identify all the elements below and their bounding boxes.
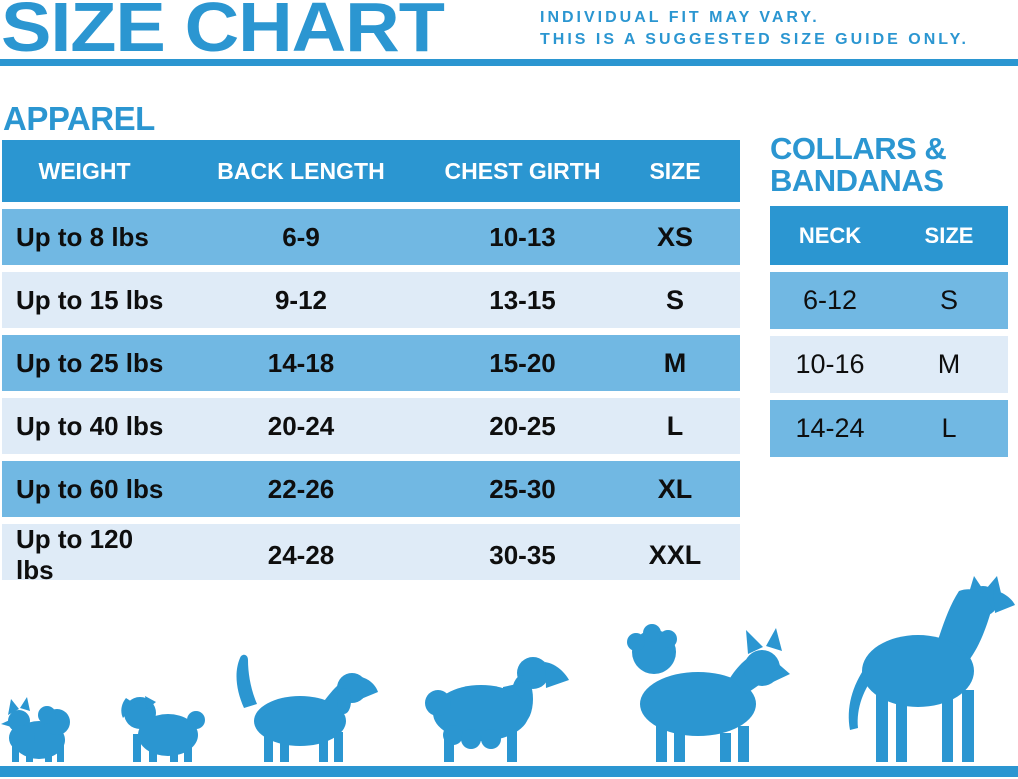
cell-back-length: 6-9	[282, 221, 320, 252]
cell-neck: 14-24	[795, 413, 865, 443]
ground-bar	[0, 766, 1018, 777]
cell-size: S	[939, 285, 958, 315]
disclaimer-line-1: INDIVIDUAL FIT MAY VARY.	[540, 9, 820, 26]
apparel-col-header-chest-girth: CHEST GIRTH	[444, 157, 601, 184]
cell-neck: 6-12	[802, 285, 858, 315]
cell-chest-girth: 20-25	[489, 410, 556, 441]
cell-size: L	[941, 413, 957, 443]
apparel-size-table: WEIGHT BACK LENGTH CHEST GIRTH SIZE Up t…	[2, 140, 740, 585]
great-dane-silhouette	[818, 576, 1016, 767]
table-row: Up to 120 lbs 24-28 30-35 XXL	[2, 524, 740, 585]
spitz-silhouette	[602, 616, 790, 767]
cell-back-length: 22-26	[267, 473, 335, 504]
header-divider-rule	[0, 59, 1018, 66]
cell-size: XXL	[648, 539, 702, 570]
cell-weight: Up to 8 lbs	[16, 221, 149, 252]
cell-weight: Up to 60 lbs	[16, 473, 164, 504]
cell-chest-girth: 13-15	[489, 284, 556, 315]
cell-chest-girth: 10-13	[489, 221, 556, 252]
collars-section-heading: COLLARS & BANDANAS	[770, 131, 947, 198]
cell-weight: Up to 120 lbs	[16, 524, 134, 585]
table-row: Up to 60 lbs 22-26 25-30 XL	[2, 461, 740, 517]
table-row: 10-16 M	[770, 336, 1008, 393]
cell-chest-girth: 25-30	[489, 473, 556, 504]
table-row: 14-24 L	[770, 400, 1008, 457]
cell-back-length: 24-28	[267, 539, 335, 570]
cell-chest-girth: 30-35	[489, 539, 556, 570]
cell-size: L	[666, 410, 684, 441]
collars-heading-line-1: COLLARS &	[770, 131, 947, 166]
collars-table-header-row: NECK SIZE	[770, 206, 1008, 265]
collars-col-header-neck: NECK	[798, 222, 862, 248]
cell-back-length: 20-24	[267, 410, 335, 441]
collars-heading-line-2: BANDANAS	[770, 163, 944, 198]
cell-size: S	[665, 284, 684, 315]
collars-col-header-size: SIZE	[924, 222, 974, 248]
table-row: Up to 15 lbs 9-12 13-15 S	[2, 272, 740, 328]
cell-neck: 10-16	[795, 349, 865, 379]
cell-size: M	[937, 349, 961, 379]
pomeranian-silhouette	[0, 694, 76, 767]
apparel-col-header-size: SIZE	[649, 157, 701, 184]
pug-silhouette	[119, 686, 207, 767]
table-row: Up to 8 lbs 6-9 10-13 XS	[2, 209, 740, 265]
disclaimer-text: INDIVIDUAL FIT MAY VARY. THIS IS A SUGGE…	[540, 7, 969, 51]
cell-weight: Up to 25 lbs	[16, 347, 164, 378]
apparel-table-header-row: WEIGHT BACK LENGTH CHEST GIRTH SIZE	[2, 140, 740, 202]
cell-size: XL	[657, 473, 693, 504]
table-row: Up to 25 lbs 14-18 15-20 M	[2, 335, 740, 391]
cell-back-length: 14-18	[267, 347, 335, 378]
apparel-section-heading: APPAREL	[3, 100, 155, 137]
table-row: Up to 40 lbs 20-24 20-25 L	[2, 398, 740, 454]
collars-size-table: NECK SIZE 6-12 S 10-16 M 14-24 L	[770, 206, 1008, 457]
cell-weight: Up to 15 lbs	[16, 284, 164, 315]
beagle-silhouette	[228, 652, 378, 767]
cell-size: XS	[656, 221, 694, 252]
cell-size: M	[663, 347, 687, 378]
page-title: SIZE CHART	[1, 0, 445, 66]
disclaimer-line-2: THIS IS A SUGGESTED SIZE GUIDE ONLY.	[540, 31, 969, 48]
apparel-col-header-back-length: BACK LENGTH	[217, 157, 385, 184]
apparel-col-header-weight: WEIGHT	[38, 157, 131, 184]
cell-chest-girth: 15-20	[489, 347, 556, 378]
table-row: 6-12 S	[770, 272, 1008, 329]
cell-back-length: 9-12	[274, 284, 328, 315]
cell-weight: Up to 40 lbs	[16, 410, 164, 441]
cocker-spaniel-silhouette	[413, 647, 571, 767]
